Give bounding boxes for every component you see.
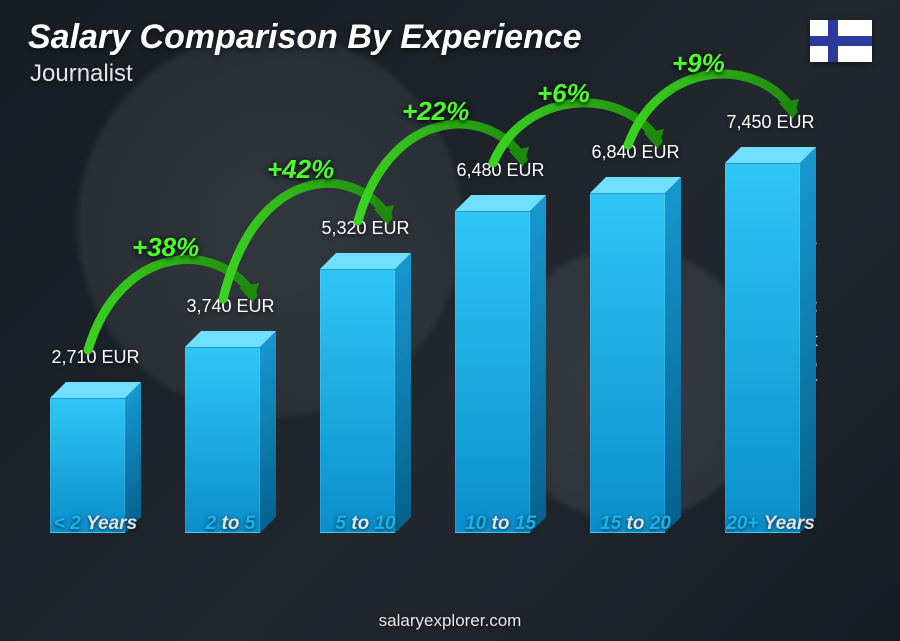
x-axis-label: 2 to 5 — [161, 513, 301, 535]
x-axis-label: < 2 Years — [26, 513, 166, 535]
x-axis-label: 15 to 20 — [566, 513, 706, 535]
bar-face-side — [260, 331, 276, 533]
bar-value-label: 2,710 EUR — [26, 347, 166, 368]
footer-attribution: salaryexplorer.com — [0, 611, 900, 631]
delta-label: +22% — [402, 96, 469, 127]
x-axis-label: 20+ Years — [701, 513, 841, 535]
bar-value-label: 7,450 EUR — [701, 112, 841, 133]
bar-face-side — [530, 195, 546, 533]
bar-value-label: 5,320 EUR — [296, 218, 436, 239]
bar-face-front — [455, 211, 530, 533]
delta-label: +6% — [537, 78, 590, 109]
bar-face-top — [185, 331, 276, 347]
infographic-stage: Salary Comparison By Experience Journali… — [0, 0, 900, 641]
bar-face-side — [125, 382, 141, 533]
bar-face-front — [320, 269, 395, 533]
bar-face-front — [185, 347, 260, 533]
bar-face-top — [50, 382, 141, 398]
bar-face-top — [455, 195, 546, 211]
delta-label: +42% — [267, 154, 334, 185]
bar-value-label: 6,480 EUR — [431, 160, 571, 181]
bar-face-top — [590, 177, 681, 193]
bar-face-top — [725, 147, 816, 163]
bar-value-label: 6,840 EUR — [566, 142, 706, 163]
x-axis-label: 10 to 15 — [431, 513, 571, 535]
delta-label: +38% — [132, 232, 199, 263]
x-axis-label: 5 to 10 — [296, 513, 436, 535]
chart-title: Salary Comparison By Experience — [28, 18, 582, 57]
bar-value-label: 3,740 EUR — [161, 296, 301, 317]
chart-subtitle: Journalist — [30, 60, 133, 88]
flag-icon — [810, 20, 872, 62]
bar-face-top — [320, 253, 411, 269]
bar-face-side — [665, 177, 681, 533]
bar-face-side — [800, 147, 816, 533]
bar-face-front — [590, 193, 665, 533]
delta-label: +9% — [672, 48, 725, 79]
bar-face-side — [395, 253, 411, 533]
bar-chart: 2,710 EUR< 2 Years3,740 EUR2 to 55,320 E… — [40, 100, 840, 561]
bar-face-front — [725, 163, 800, 533]
